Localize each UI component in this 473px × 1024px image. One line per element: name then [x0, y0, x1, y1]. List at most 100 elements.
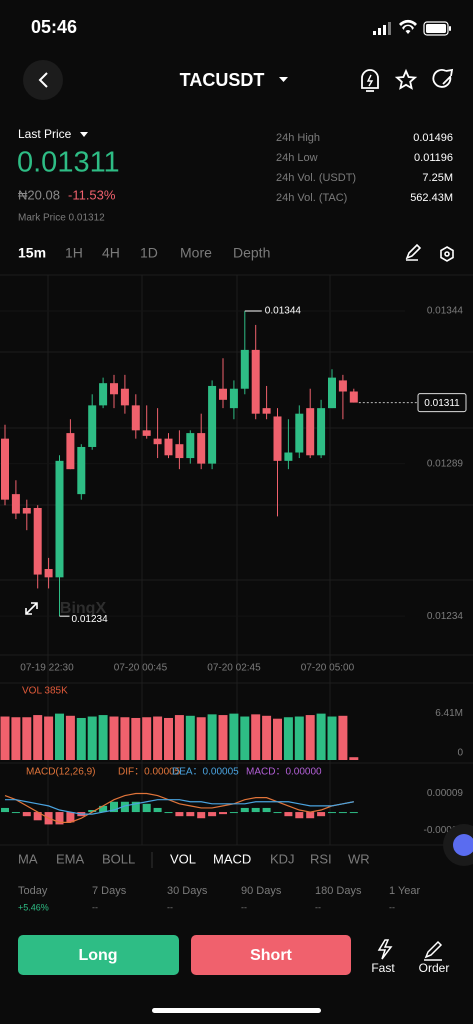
macd-bar — [153, 807, 162, 813]
indicator[interactable]: KDJ — [270, 851, 295, 866]
stat-label: 24h High — [276, 132, 320, 144]
timeframe[interactable]: 15m — [18, 245, 46, 261]
assistant-icon — [453, 834, 473, 856]
long-button[interactable] — [18, 935, 179, 975]
status-time: 05:46 — [31, 17, 77, 37]
period-label: 7 Days — [92, 885, 127, 897]
volume-bar — [131, 717, 141, 760]
macd-bar — [338, 812, 347, 814]
pair-dropdown[interactable] — [279, 77, 288, 82]
back-button[interactable] — [23, 60, 63, 100]
volume-bar — [0, 716, 10, 760]
volume-bar — [294, 716, 304, 760]
home-indicator — [152, 1008, 321, 1013]
macd-bar — [328, 812, 336, 814]
fast-label[interactable]: Fast — [371, 961, 395, 975]
share-icon[interactable] — [432, 68, 454, 88]
order-label[interactable]: Order — [419, 961, 450, 975]
volume-bar — [273, 718, 282, 760]
volume-bar — [164, 717, 173, 760]
macd-line — [4, 792, 354, 823]
indicator[interactable]: RSI — [310, 851, 332, 866]
macd-bar — [66, 812, 75, 823]
last-price-label[interactable]: Last Price — [18, 127, 72, 141]
current-price-label: 0.01311 — [424, 398, 460, 409]
fiat-price: ₦20.08 — [18, 187, 60, 202]
back-icon — [38, 72, 48, 88]
indicator[interactable]: WR — [348, 851, 370, 866]
volume-bar — [120, 717, 130, 760]
macd-bar — [229, 812, 238, 814]
volume-bar — [142, 717, 152, 760]
timeframe[interactable]: Depth — [233, 245, 270, 261]
timeframe[interactable]: More — [180, 245, 212, 261]
indicators: MA EMA BOLL VOL MACD KDJ RSI WR — [18, 851, 370, 866]
price-tick-label: 0.01234 — [427, 611, 464, 622]
candle-body — [120, 388, 129, 406]
stat-value: 7.25M — [422, 172, 453, 184]
volume-bar — [65, 715, 75, 760]
time-label: 07-20 05:00 — [301, 663, 355, 674]
candle-body — [99, 383, 108, 406]
short-button[interactable] — [191, 935, 351, 975]
macd-bar — [120, 801, 129, 813]
price-tick-label: 0.01289 — [427, 458, 464, 469]
period-label: 180 Days — [315, 885, 362, 897]
fast-icon[interactable] — [377, 939, 393, 960]
volume-bar — [33, 715, 43, 760]
macd-legend: MACD：0.00000 — [246, 767, 322, 778]
plot: 0.01234 0.01289 0.01344 07-19 22:30 07-20 00… — [0, 306, 467, 836]
macd-bar — [219, 812, 227, 815]
volume-bar — [87, 716, 97, 760]
indicator[interactable]: VOL — [170, 851, 196, 866]
macd-bar — [251, 807, 260, 813]
time-label: 07-20 00:45 — [114, 663, 168, 674]
candle-body — [338, 380, 347, 392]
macd-bar — [99, 805, 108, 813]
candle-body — [317, 408, 326, 456]
timeframe[interactable]: 4H — [102, 245, 120, 261]
stat-value: 0.01496 — [413, 132, 453, 144]
expand-icon[interactable] — [25, 602, 38, 615]
pair-title[interactable]: TACUSDT — [180, 70, 265, 90]
timeframe[interactable]: 1D — [140, 245, 158, 261]
last-price: 0.01311 — [17, 147, 120, 179]
macd-tick-label: 0.00009 — [427, 788, 464, 799]
candle-body — [349, 391, 358, 403]
indicator[interactable]: EMA — [56, 851, 85, 866]
volume-bar — [76, 717, 86, 760]
volume-bar — [153, 716, 163, 760]
favorite-icon[interactable] — [394, 68, 418, 90]
candle-body — [55, 460, 64, 578]
macd-bar — [22, 812, 31, 817]
candle-body — [142, 430, 151, 436]
candle-body — [33, 507, 42, 575]
candle-body — [66, 433, 75, 470]
settings-icon[interactable] — [440, 246, 454, 262]
stats: 24h High 0.01496 24h Low 0.01196 24h Vol. (U… — [276, 132, 453, 204]
candle-body — [208, 385, 217, 464]
volume-bar — [207, 714, 217, 760]
candle-body — [175, 444, 184, 459]
macd-bar — [164, 812, 173, 814]
order-icon[interactable] — [424, 940, 443, 961]
volume-bar — [11, 717, 21, 760]
timeframes: 15m 1H 4H 1D More Depth — [18, 245, 270, 261]
indicator[interactable]: MA — [18, 851, 38, 866]
period-value: -- — [241, 902, 247, 912]
candle-body — [131, 405, 140, 431]
macd-tick-label: -0.00009 — [424, 825, 464, 836]
timeframe[interactable]: 1H — [65, 245, 83, 261]
alert-icon[interactable] — [361, 69, 379, 92]
macd-bar — [273, 812, 282, 814]
volume-bar — [305, 715, 315, 760]
draw-icon[interactable] — [405, 243, 422, 261]
period-value: -- — [92, 902, 98, 912]
dif-legend: DIF：0.00005 — [118, 767, 181, 778]
macd-bar — [240, 807, 249, 813]
volume-bar — [174, 715, 184, 760]
stat-label: 24h Vol. (TAC) — [276, 192, 347, 204]
indicator[interactable]: MACD — [213, 851, 251, 866]
indicator[interactable]: BOLL — [102, 851, 135, 866]
